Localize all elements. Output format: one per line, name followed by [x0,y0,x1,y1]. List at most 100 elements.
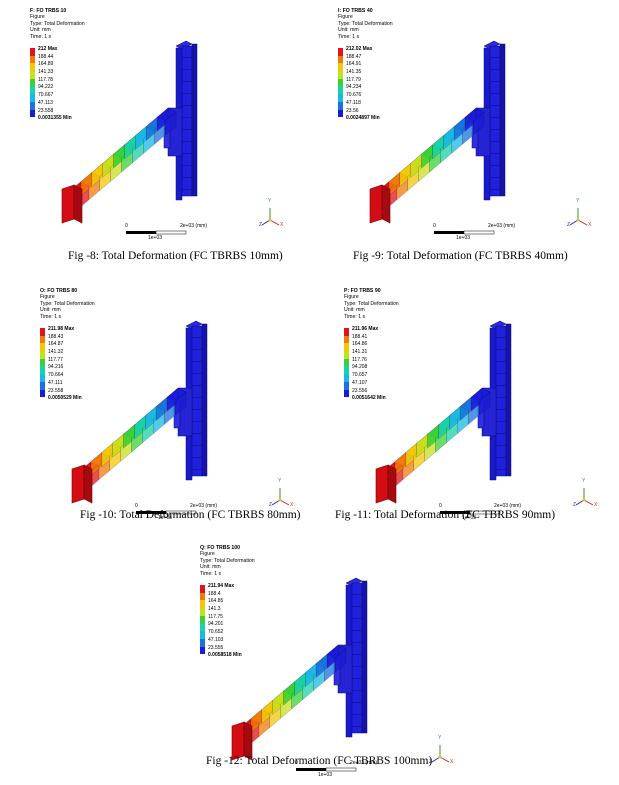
triad-z-label: Z [429,759,433,765]
legend-swatch [338,78,343,87]
triad-x-label: X [588,222,592,228]
legend-value: 117.79 [346,76,361,83]
legend-value: 0.0031355 Min [38,115,72,122]
figure-caption: Fig -8: Total Deformation (FC TBRBS 10mm… [68,250,283,262]
legend-value: 164.89 [38,61,54,68]
axis-triad-icon [271,488,290,506]
axis-triad-icon [569,208,588,226]
legend-value: 117.78 [38,76,53,83]
deformation-figure-panel: F: FO TRBS 10 Figure Type: Total Deformati… [30,8,330,248]
scale-mid-label: 1e+03 [462,515,477,521]
deformation-figure-panel: P: FO TRBS 90 Figure Type: Total Deformati… [344,288,619,528]
fem-model-render [369,40,588,235]
triad-y-label: Y [278,478,282,484]
legend-swatch [344,389,349,398]
legend-swatch [40,335,45,344]
fem-model-render [71,320,290,515]
legend-value: 188.44 [38,53,54,60]
legend-swatch [40,328,45,336]
triad-x-label: X [290,502,294,508]
legend-swatch [40,343,45,352]
axis-triad-icon [261,208,280,226]
column-member [471,40,506,201]
scale-max-label: 2e+03 (mm) [180,223,208,229]
legend-value: 0.0024897 Min [346,115,380,122]
legend-swatch [30,55,35,64]
figure-header: P: FO TRBS 90 Figure Type: Total Deformati… [344,288,399,320]
legend-swatch [200,646,205,655]
legend-value: 141.32 [48,349,64,356]
header-title: I: FO TRBS 40 [338,8,373,14]
scale-max-label: 2e+03 (mm) [190,503,218,509]
header-kind: Figure [200,551,215,558]
legend-swatch [200,615,205,624]
legend-value: 47.118 [346,99,361,106]
header-kind: Figure [40,294,55,301]
legend-value: 141.31 [352,349,368,356]
fem-model-render [375,320,594,515]
legend-value: 47.103 [208,636,224,643]
triad-z-label: Z [259,222,263,228]
header-time: Time: 1 s [344,313,366,320]
legend-swatch [338,71,343,79]
figure-header: I: FO TRBS 40 Figure Type: Total Deformati… [338,8,393,40]
legend-value: 47.107 [352,379,368,386]
beam-member [369,107,485,224]
legend-swatch [344,351,349,359]
figure-caption: Fig -9: Total Deformation (FC TBRBS 40mm… [353,250,568,262]
legend-value: 0.0051642 Min [352,395,386,402]
legend-value: 188.43 [48,333,64,340]
triad-y-label: Y [576,198,580,204]
beam-member [375,387,491,504]
legend-swatch [200,623,205,632]
triad-y-label: Y [438,735,442,741]
legend-value: 94.222 [38,84,54,91]
legend-value: 23.556 [352,387,368,394]
legend-swatch [200,638,205,647]
legend-swatch [338,63,343,72]
legend-value: 23.56 [346,107,359,114]
legend-swatch [338,101,343,110]
legend-value: 94.208 [352,364,368,371]
header-title: F: FO TRBS 10 [30,8,67,14]
scale-bar [434,230,495,235]
legend-swatch [344,374,349,382]
legend-swatch [344,343,349,352]
column-member [477,320,512,481]
axis-triad-icon [575,488,594,506]
legend-swatch [30,94,35,102]
beam-member [231,644,347,761]
header-unit: Unit: mm [338,27,359,34]
legend-value: 117.75 [208,613,223,620]
legend-swatch [40,358,45,367]
scale-max-label: 2e+03 (mm) [494,503,522,509]
legend-swatch [40,389,45,398]
scale-max-label: 2e+03 (mm) [488,223,516,229]
legend-value: 188.41 [352,333,368,340]
legend-swatch [30,101,35,110]
header-title: Q: FO TRBS 100 [200,545,241,551]
column-member [173,320,208,481]
triad-x-label: X [450,759,454,765]
scale-zero-label: 0 [135,503,138,509]
legend-value: 141.35 [346,69,362,76]
figure-caption: Fig -12: Total Deformation (FC TBRBS 100… [206,755,433,767]
legend-value: 23.558 [48,387,64,394]
triad-x-label: X [280,222,284,228]
figure-caption: Fig -10: Total Deformation (FC TBRBS 80m… [80,509,301,521]
legend-value: 211.96 Max [352,326,379,332]
legend-swatch [344,358,349,367]
legend-swatch [200,631,205,639]
legend-value: 70.667 [38,92,54,99]
legend-value: 212.02 Max [346,46,373,52]
triad-z-label: Z [269,502,273,508]
legend-swatch [30,109,35,118]
legend-swatch [30,48,35,56]
scale-zero-label: 0 [439,503,442,509]
header-type: Type: Total Deformation [344,300,399,307]
legend-value: 188.47 [346,53,362,60]
legend-value: 211.98 Max [48,326,75,332]
column-member [163,40,198,201]
legend-swatch [344,381,349,390]
header-type: Type: Total Deformation [30,20,85,27]
